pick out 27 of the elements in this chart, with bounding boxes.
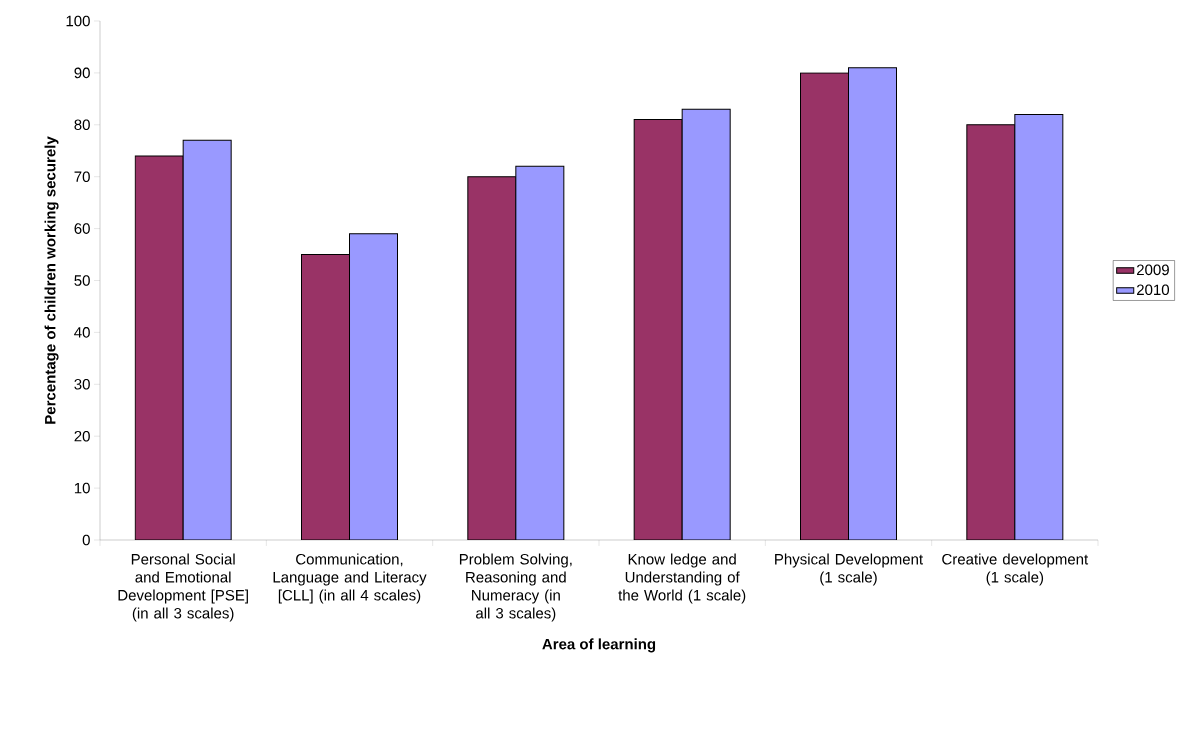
bar [848,67,898,540]
legend-label: 2009 [1137,264,1169,276]
bar [349,233,398,540]
y-tick-label: 10 [74,482,90,494]
y-tick-label: 30 [74,378,90,390]
y-tick-label: 90 [74,67,90,79]
x-tick-label: Communication, Language and Literacy [CLL] (in all 4 scales) [273,553,427,604]
y-tick-label: 100 [66,15,90,27]
x-tick-label: Problem Solving, Reasoning and Numeracy (in all 3 scales) [459,553,572,622]
x-tick-label: Physical Development (1 scale) [775,553,923,586]
bar [681,108,731,540]
bar [1014,113,1064,540]
y-tick-label: 60 [74,223,90,234]
x-tick-label: Personal Social and Emotional Development [PSE] (in all 3 scales) [118,553,248,622]
x-tick-label: Creative development (1 scale) [942,553,1089,586]
bar [182,139,232,540]
x-tick-label: Know ledge and Understanding of the World (1 scale) [618,553,746,604]
y-tick-label: 20 [74,430,90,442]
x-axis-title: Area of learning [542,638,656,653]
legend-label: 2010 [1137,284,1170,296]
y-tick-label: 50 [74,275,90,286]
y-tick-label: 40 [74,327,90,338]
y-tick-label: 70 [74,171,90,182]
y-tick-label: 0 [82,534,90,546]
y-axis-title: Percentage of children working securely [44,136,59,424]
y-tick-label: 80 [74,119,90,131]
bar [515,165,565,540]
